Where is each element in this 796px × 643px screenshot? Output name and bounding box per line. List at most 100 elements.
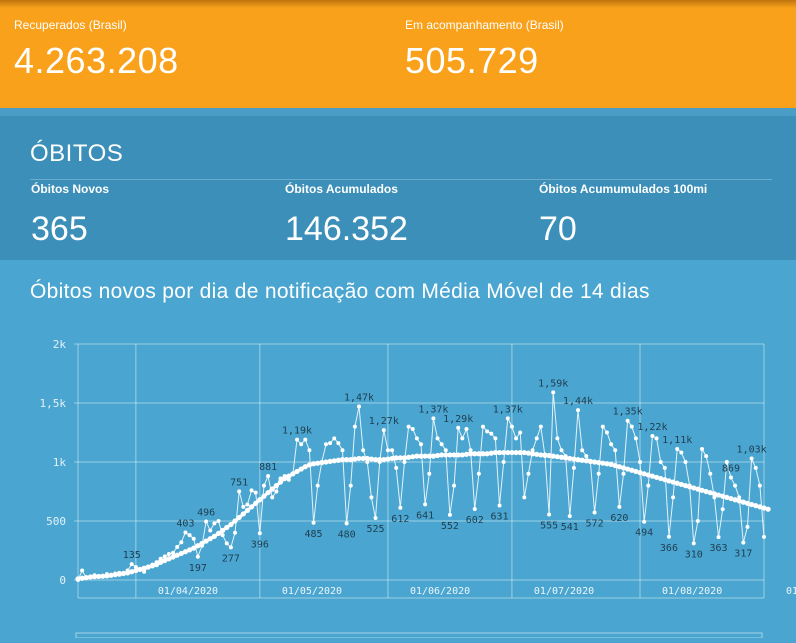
moving-average-point bbox=[207, 536, 213, 542]
data-point bbox=[208, 528, 213, 533]
data-point bbox=[295, 437, 300, 442]
data-point bbox=[361, 448, 366, 453]
data-label: 197 bbox=[189, 563, 207, 574]
data-point bbox=[666, 534, 671, 539]
data-point bbox=[762, 534, 766, 539]
kpi-value: 505.729 bbox=[405, 40, 539, 81]
moving-average-point bbox=[757, 504, 763, 510]
data-point bbox=[679, 450, 684, 455]
data-label: 277 bbox=[222, 553, 240, 564]
data-point bbox=[464, 426, 469, 431]
moving-average-point bbox=[575, 457, 581, 463]
data-point bbox=[253, 490, 258, 495]
moving-average-point bbox=[282, 475, 288, 482]
data-point bbox=[654, 436, 659, 441]
data-point bbox=[427, 471, 432, 476]
data-point bbox=[286, 477, 291, 482]
moving-average-point bbox=[596, 459, 602, 466]
moving-average-point bbox=[356, 455, 362, 462]
data-point bbox=[373, 516, 378, 521]
moving-average-point bbox=[141, 565, 147, 571]
moving-average-point bbox=[736, 498, 742, 504]
data-point bbox=[576, 408, 581, 413]
data-point bbox=[406, 424, 411, 429]
moving-average-point bbox=[740, 499, 746, 505]
moving-average-point bbox=[715, 492, 722, 498]
moving-average-point bbox=[542, 452, 548, 458]
moving-average-point bbox=[513, 449, 519, 456]
chart-grid bbox=[74, 343, 765, 599]
moving-average-point bbox=[525, 450, 532, 456]
data-point bbox=[534, 436, 539, 441]
kpi-obitos-novos: Óbitos Novos 365 bbox=[31, 182, 109, 249]
moving-average-point bbox=[294, 468, 300, 475]
moving-average-point bbox=[298, 466, 304, 472]
data-point bbox=[414, 436, 419, 441]
moving-average-point bbox=[608, 461, 614, 467]
moving-average-point bbox=[583, 458, 589, 464]
y-tick-label: 2k bbox=[53, 338, 67, 351]
data-point bbox=[518, 430, 523, 435]
moving-average-point bbox=[637, 470, 643, 476]
data-point bbox=[394, 465, 399, 470]
data-label: 1,27k bbox=[369, 416, 399, 427]
x-tick-label: 01/09/2020 bbox=[786, 586, 796, 597]
data-point bbox=[646, 483, 651, 488]
moving-average-point bbox=[579, 457, 585, 463]
moving-average-point bbox=[195, 543, 201, 549]
moving-average-point bbox=[220, 527, 226, 534]
moving-average-point bbox=[348, 457, 354, 463]
data-labels: 135 403 197 496 277 751 396 881 1,19k 485 480 1,47k… bbox=[123, 378, 767, 573]
data-label: 525 bbox=[367, 524, 385, 535]
moving-average-point bbox=[79, 575, 85, 581]
data-point bbox=[133, 565, 138, 570]
moving-average-point bbox=[112, 572, 118, 578]
y-tick-label: 1,5k bbox=[40, 397, 67, 410]
x-tick-label: 01/07/2020 bbox=[534, 586, 594, 597]
moving-average-point bbox=[414, 453, 420, 459]
data-point bbox=[509, 424, 514, 429]
data-label: 480 bbox=[338, 529, 356, 540]
kpi-em-acompanhamento: Em acompanhamento (Brasil) 505.729 bbox=[405, 18, 564, 82]
data-point bbox=[419, 442, 423, 447]
data-point bbox=[307, 448, 312, 453]
moving-average-point bbox=[439, 452, 445, 458]
moving-average-point bbox=[649, 473, 656, 479]
kpi-value: 365 bbox=[31, 210, 88, 248]
obitos-section: ÓBITOS Óbitos Novos 365 Óbitos Acumulado… bbox=[0, 108, 796, 260]
moving-average-point bbox=[509, 449, 515, 456]
moving-average-point bbox=[653, 474, 660, 480]
moving-average-point bbox=[257, 497, 263, 503]
moving-average-point bbox=[174, 552, 180, 558]
moving-average-point bbox=[327, 458, 333, 465]
data-point bbox=[662, 465, 667, 470]
moving-average-point bbox=[228, 521, 234, 528]
data-point bbox=[204, 519, 209, 524]
moving-average-point bbox=[538, 452, 544, 458]
data-point bbox=[629, 424, 634, 429]
y-tick-label: 0 bbox=[59, 574, 66, 587]
data-point bbox=[175, 544, 180, 549]
moving-average-point bbox=[315, 460, 321, 466]
moving-average-point bbox=[240, 511, 246, 517]
moving-average-point bbox=[286, 473, 292, 479]
moving-average-point bbox=[248, 504, 255, 510]
moving-average-point bbox=[765, 506, 771, 512]
moving-average-point bbox=[645, 472, 651, 478]
moving-average-point bbox=[232, 518, 238, 524]
moving-average-point bbox=[744, 500, 751, 506]
moving-average-point bbox=[224, 524, 230, 531]
data-label: 751 bbox=[230, 477, 248, 488]
data-point bbox=[224, 541, 229, 546]
moving-average-point bbox=[331, 458, 337, 464]
moving-average-point bbox=[699, 487, 705, 493]
data-point bbox=[390, 448, 395, 453]
x-tick-label: 01/06/2020 bbox=[410, 586, 470, 597]
data-label: 1,22k bbox=[637, 422, 667, 433]
data-point bbox=[142, 569, 147, 574]
moving-average-point bbox=[87, 574, 93, 580]
moving-average-point bbox=[129, 569, 135, 575]
kpi-recuperados: Recuperados (Brasil) 4.263.208 bbox=[14, 18, 179, 82]
moving-average-point bbox=[323, 459, 329, 465]
moving-average-point bbox=[137, 566, 143, 572]
